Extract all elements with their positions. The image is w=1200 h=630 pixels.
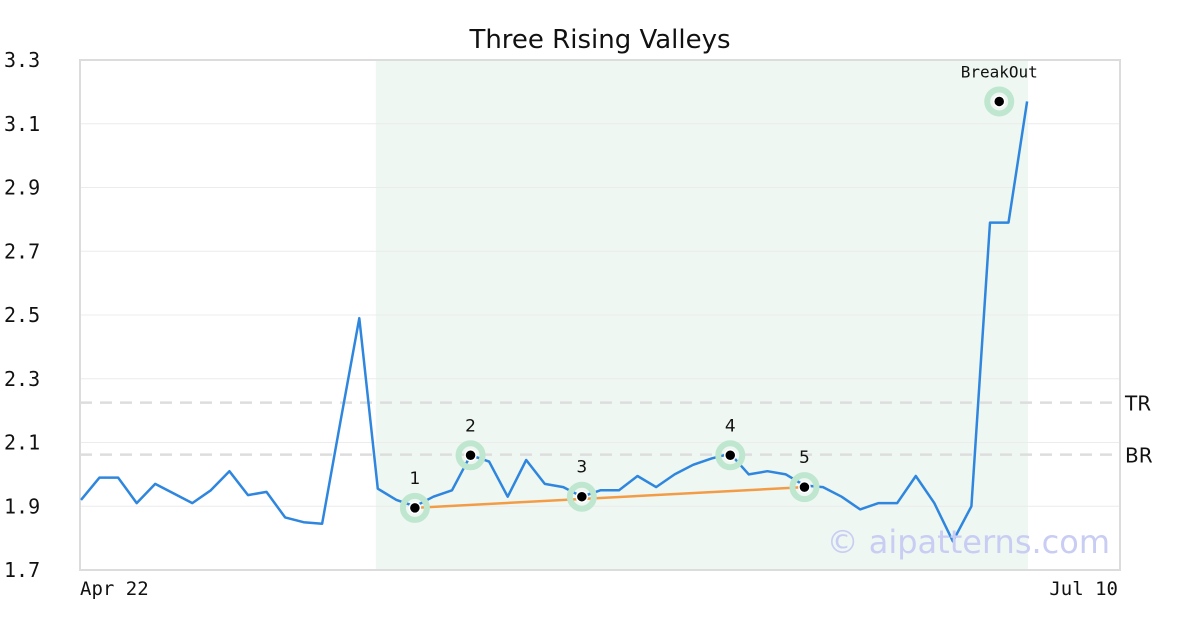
pattern-point-5-halo: [789, 472, 820, 503]
level-layer: TR BR: [80, 392, 1153, 468]
valley-trendline: [414, 485, 805, 510]
pattern-point-2-halo: [455, 440, 486, 471]
level-label-br: BR: [1125, 444, 1153, 468]
y-tick-label: 2.7: [4, 239, 40, 263]
pattern-point-3-halo: [566, 481, 597, 512]
pattern-point-1-halo: [399, 492, 430, 523]
y-tick-label: 3.3: [4, 48, 40, 72]
watermark: © aipatterns.com: [827, 523, 1110, 561]
pattern-point-5-dot: [798, 480, 811, 494]
pattern-point-4-halo: [715, 440, 746, 471]
pattern-point-label-2: 2: [465, 416, 476, 436]
y-tick-label: 2.1: [4, 431, 40, 455]
series-layer: [80, 101, 1029, 543]
y-tick-label: 2.3: [4, 367, 40, 391]
chart-title: Three Rising Valleys: [468, 25, 730, 55]
pattern-point-2-dot: [464, 449, 477, 462]
x-tick-last: Jul 10: [1049, 578, 1118, 600]
breakout-point-dot: [992, 95, 1006, 108]
x-tick-first: Apr 22: [80, 578, 149, 600]
pattern-point-label-1: 1: [409, 469, 420, 489]
pattern-point-3-dot: [575, 490, 589, 503]
trend-layer: [414, 485, 805, 510]
y-tick-label: 1.7: [4, 558, 40, 582]
plot-frame: [79, 59, 1121, 571]
grid-layer: [80, 123, 1120, 507]
y-tick-label: 2.5: [4, 303, 40, 327]
pattern-point-1-dot: [408, 501, 422, 515]
pattern-point-label-3: 3: [576, 458, 587, 478]
breakout-point-halo: [984, 86, 1015, 117]
y-tick-label: 1.9: [4, 494, 40, 518]
level-label-tr: TR: [1124, 392, 1151, 416]
price-series-line: [80, 101, 1029, 543]
pattern-point-label-4: 4: [725, 416, 736, 436]
y-tick-label: 3.1: [4, 112, 40, 136]
breakout-label: BreakOut: [961, 62, 1038, 81]
pattern-point-label-5: 5: [799, 448, 810, 468]
y-tick-label: 2.9: [4, 176, 40, 200]
point-layer: 1 2 3 4 5 BreakOut: [399, 62, 1038, 523]
pattern-point-4-dot: [724, 449, 737, 462]
y-axis: 1.7 1.9 2.1 2.3 2.5 2.7 2.9 3.1 3.3: [4, 48, 40, 582]
